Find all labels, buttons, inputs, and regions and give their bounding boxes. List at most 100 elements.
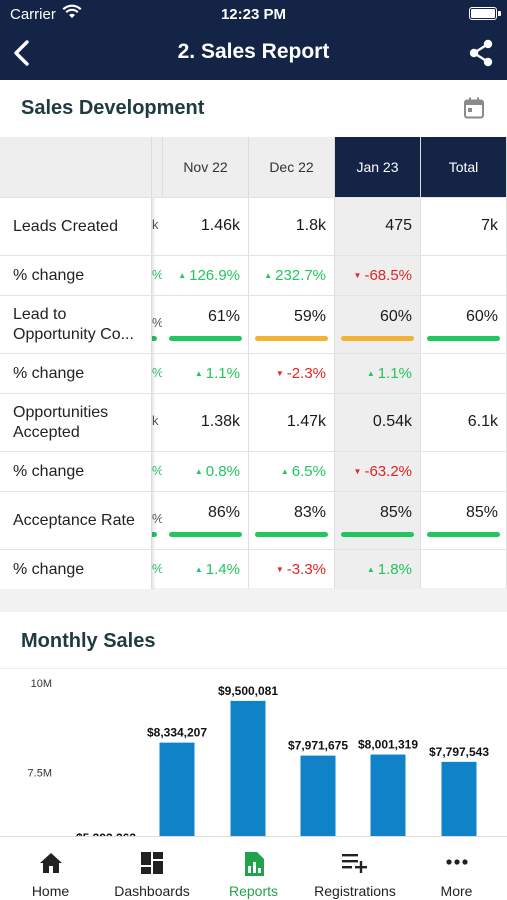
percentage-bar: [255, 532, 328, 537]
bar[interactable]: [370, 754, 406, 836]
y-tick-label: 10M: [31, 678, 52, 690]
arrow-up-icon: ▲: [366, 369, 375, 378]
table-cell: 1.46k: [163, 198, 249, 255]
tab-more[interactable]: More: [406, 837, 507, 900]
table-row[interactable]: Lead to Opportunity Co...% 61% 59% 60% 60%: [0, 295, 507, 353]
calendar-icon[interactable]: [463, 97, 485, 119]
change-value: -2.3%: [286, 365, 326, 382]
percentage-bar: [255, 336, 328, 341]
percentage-bar: [427, 532, 500, 537]
change-indicator: ▲ 1.8%: [367, 561, 412, 578]
bar-data-label: $7,797,543: [429, 745, 489, 759]
change-value: 1.4%: [205, 561, 240, 578]
bar-data-label: $7,971,675: [288, 739, 348, 753]
table-row[interactable]: Leads Createdk 1.46k 1.8k 475 7k: [0, 197, 507, 255]
header-label-cell: [0, 137, 152, 197]
row-label: % change: [0, 452, 152, 491]
cell-value: 61%: [207, 308, 240, 325]
table-cell: ▲ 1.1%: [163, 354, 249, 393]
change-indicator: ▲ 1.1%: [195, 365, 240, 382]
tab-label: Registrations: [314, 883, 396, 899]
table-cell: [421, 550, 507, 589]
table-cell: [421, 452, 507, 491]
bar[interactable]: [230, 700, 266, 836]
change-indicator: ▲ 0.8%: [195, 463, 240, 480]
row-label: % change: [0, 550, 152, 589]
monthly-sales-title: Monthly Sales: [21, 630, 156, 652]
arrow-up-icon: ▲: [264, 271, 273, 280]
sales-development-card: Sales Development Nov 22 Dec 22 Jan 23 T…: [0, 80, 507, 589]
carrier-label: Carrier: [10, 6, 56, 23]
change-value: 126.9%: [189, 267, 240, 284]
frozen-column-shadow: [152, 354, 156, 393]
monthly-sales-chart[interactable]: 10M 7.5M $5,393,363 $8,334,207 $9,500,081 $7,…: [0, 669, 507, 836]
column-header-total[interactable]: Total: [421, 137, 507, 197]
tab-dashboards[interactable]: Dashboards: [101, 837, 203, 900]
cell-value: 83%: [293, 504, 326, 521]
share-icon[interactable]: [467, 38, 495, 68]
sales-development-title: Sales Development: [21, 97, 205, 119]
column-header-dec22[interactable]: Dec 22: [249, 137, 335, 197]
cell-value: 59%: [293, 308, 326, 325]
tab-reports[interactable]: Reports: [203, 837, 304, 900]
table-cell: ▲ 1.4%: [163, 550, 249, 589]
table-cell: ▼ -3.3%: [249, 550, 335, 589]
table-cell: ▲ 1.8%: [335, 550, 421, 589]
bar[interactable]: [300, 755, 336, 836]
change-value: 1.1%: [377, 365, 412, 382]
change-value: 6.5%: [291, 463, 326, 480]
table-cell: 1.8k: [249, 198, 335, 255]
arrow-up-icon: ▲: [194, 467, 203, 476]
table-cell: 86%: [163, 492, 249, 549]
dashboards-icon: [141, 852, 163, 874]
change-value: 1.1%: [205, 365, 240, 382]
table-cell: ▼ -63.2%: [335, 452, 421, 491]
change-indicator: ▼ -3.3%: [276, 561, 326, 578]
change-indicator: ▲ 1.4%: [195, 561, 240, 578]
bar-data-label: $8,001,319: [358, 738, 418, 752]
row-label: % change: [0, 256, 152, 295]
table-cell: 1.47k: [249, 394, 335, 451]
row-label: % change: [0, 354, 152, 393]
scrolled-column-peek: %: [152, 267, 162, 282]
frozen-column-shadow: [152, 256, 156, 295]
row-label: Lead to Opportunity Co...: [0, 296, 152, 353]
back-chevron-icon[interactable]: [8, 36, 38, 70]
scrolled-column-peek: %: [152, 463, 162, 478]
table-row[interactable]: Acceptance Rate% 86% 83% 85% 85%: [0, 491, 507, 549]
cell-value: 6.1k: [467, 413, 498, 430]
battery-icon: [469, 7, 497, 20]
cell-value: 0.54k: [372, 413, 412, 430]
table-row[interactable]: % change%▲1.1%▼-2.3%▲1.1%: [0, 353, 507, 393]
tab-registrations[interactable]: Registrations: [304, 837, 406, 900]
table-cell: 475: [335, 198, 421, 255]
frozen-column-shadow: [152, 550, 156, 589]
frozen-column-shadow: [152, 492, 156, 549]
scrolled-column-peek: %: [152, 315, 162, 330]
percentage-bar: [427, 336, 500, 341]
table-cell: 85%: [335, 492, 421, 549]
bar[interactable]: [441, 761, 477, 836]
change-indicator: ▲ 1.1%: [367, 365, 412, 382]
tab-label: Home: [31, 883, 70, 899]
arrow-down-icon: ▼: [275, 369, 284, 378]
y-tick-label: 7.5M: [28, 768, 52, 780]
row-label: Opportunities Accepted: [0, 394, 152, 451]
arrow-down-icon: ▼: [353, 271, 362, 280]
table-row[interactable]: % change%▲1.4%▼-3.3%▲1.8%: [0, 549, 507, 589]
table-row[interactable]: % change% ▲0.8%▲ 6.5% ▼-63.2%: [0, 451, 507, 491]
table-cell: ▲ 126.9%: [163, 256, 249, 295]
row-label: Acceptance Rate: [0, 492, 152, 549]
tab-home[interactable]: Home: [0, 837, 101, 900]
bar-data-label: $9,500,081: [218, 684, 278, 698]
change-indicator: ▲ 126.9%: [178, 267, 240, 284]
column-header-nov22[interactable]: Nov 22: [163, 137, 249, 197]
column-header-jan23[interactable]: Jan 23: [335, 137, 421, 197]
bar[interactable]: [159, 742, 195, 836]
table-row[interactable]: Opportunities Acceptedk 1.38k 1.47k 0.54k 6.…: [0, 393, 507, 451]
home-icon: [39, 853, 62, 873]
table-row[interactable]: % change%▲126.9%▲232.7%▼-68.5%: [0, 255, 507, 295]
table-cell: 59%: [249, 296, 335, 353]
table-cell: ▲ 1.1%: [335, 354, 421, 393]
table-cell: 7k: [421, 198, 507, 255]
